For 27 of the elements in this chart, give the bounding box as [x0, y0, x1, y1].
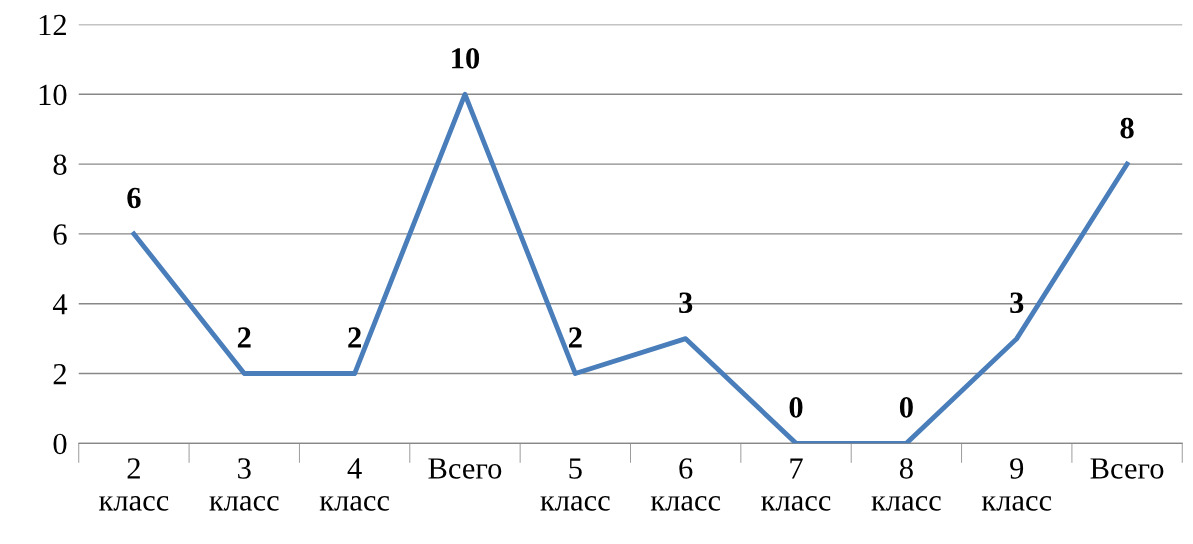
data-label: 2	[348, 327, 361, 348]
data-label: 2	[237, 327, 251, 348]
x-tick-label: 4 класс	[319, 458, 390, 511]
x-tick-label: 7 класс	[761, 458, 831, 511]
data-label: 3	[1010, 292, 1024, 313]
y-tick-label: 12	[39, 14, 66, 36]
data-label: 8	[1120, 117, 1134, 139]
y-tick-label: 6	[53, 224, 67, 245]
y-tick-label: 2	[53, 363, 66, 385]
data-label: 10	[452, 48, 480, 69]
data-label: 0	[789, 397, 803, 418]
x-tick-label: 8 класс	[871, 458, 941, 511]
x-tick-label: 3 класс	[209, 458, 279, 511]
data-label: 2	[568, 327, 582, 348]
x-tick-label: 2 класс	[99, 458, 169, 511]
x-tick-label: Всего	[428, 458, 502, 479]
y-tick-label: 0	[53, 433, 67, 455]
y-tick-label: 8	[53, 154, 67, 176]
data-label: 0	[899, 397, 913, 418]
y-tick-label: 10	[39, 84, 67, 106]
x-tick-label: Всего	[1090, 458, 1164, 479]
data-label: 6	[127, 187, 141, 209]
data-label: 3	[679, 292, 693, 313]
x-tick-label: 9 класс	[981, 458, 1052, 511]
x-tick-label: 5 класс	[540, 458, 610, 511]
x-tick-label: 6 класс	[650, 458, 721, 511]
y-tick-label: 4	[52, 294, 68, 315]
